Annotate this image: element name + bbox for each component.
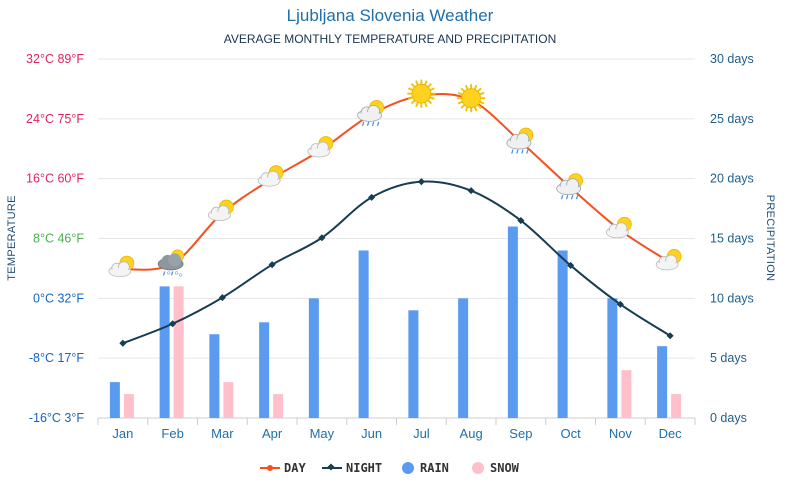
rain-bar — [209, 334, 220, 418]
y-tick-label-left: 24°C 75°F — [26, 112, 84, 126]
y-tick-label-left: 32°C 89°F — [26, 52, 84, 66]
gridlines — [98, 58, 695, 419]
x-tick-label: Dec — [659, 426, 683, 441]
rain-bar — [458, 298, 469, 418]
y-tick-label-left: 0°C 32°F — [33, 291, 84, 305]
rain-bar — [358, 250, 369, 418]
snow-bar — [223, 382, 234, 418]
night-point — [616, 300, 624, 308]
rain-snow-cloud-icon — [157, 249, 185, 277]
legend-item-snow[interactable]: SNOW — [472, 461, 520, 475]
snow-bar — [671, 394, 682, 418]
x-tick-label: May — [310, 426, 335, 441]
y-tick-label-right: 15 days — [710, 232, 754, 246]
sun-icon — [406, 78, 437, 109]
y-tick-label-left: -16°C 3°F — [29, 411, 85, 425]
snow-bar — [621, 370, 632, 418]
night-point — [318, 234, 326, 242]
legend-item-day[interactable]: DAY — [260, 461, 306, 475]
x-tick-label: Aug — [460, 426, 483, 441]
x-tick-label: Sep — [509, 426, 532, 441]
rain-bar — [657, 346, 668, 418]
night-point — [268, 261, 276, 269]
night-point — [567, 261, 575, 269]
snow-bar — [273, 394, 284, 418]
y-tick-label-right: 25 days — [710, 112, 754, 126]
legend-snow-marker — [472, 462, 484, 474]
sun-icon — [456, 83, 487, 114]
rain-bar — [109, 382, 120, 418]
chart-title: Ljubljana Slovenia Weather — [287, 6, 494, 25]
left-axis-ticks: 32°C 89°F 24°C 75°F 16°C 60°F 8°C 46°F 0°C 3… — [26, 52, 84, 425]
right-axis-ticks: 30 days 25 days 20 days 15 days 10 days 5 day… — [710, 52, 754, 425]
night-point — [119, 339, 127, 347]
rain-bar — [259, 322, 270, 418]
night-point — [368, 193, 376, 201]
night-point — [467, 187, 475, 195]
x-tick-label: Feb — [161, 426, 183, 441]
weather-icons — [108, 78, 682, 278]
legend-day-marker — [267, 465, 273, 471]
y-tick-label-right: 10 days — [710, 291, 754, 305]
chart-subtitle: AVERAGE MONTHLY TEMPERATURE AND PRECIPIT… — [224, 32, 557, 46]
partly-sunny-icon — [655, 248, 682, 271]
rain-bar — [557, 250, 568, 418]
y-tick-label-right: 20 days — [710, 172, 754, 186]
x-axis: Jan Feb Mar Apr May Jun Jul Aug Sep Oct Nov Dec — [97, 418, 696, 441]
legend-day-label: DAY — [284, 461, 306, 475]
x-tick-label: Apr — [262, 426, 283, 441]
night-point — [169, 320, 177, 328]
y-axis-right-title: PRECIPITATION — [764, 195, 776, 282]
day-temperature-line — [122, 92, 671, 271]
rain-bar — [607, 298, 618, 418]
night-point — [666, 332, 674, 340]
legend-rain-marker — [402, 462, 414, 474]
y-tick-label-left: -8°C 17°F — [29, 351, 85, 365]
rain-bar — [159, 286, 170, 418]
y-tick-label-left: 8°C 46°F — [33, 232, 84, 246]
partly-sunny-icon — [108, 255, 135, 278]
legend-item-rain[interactable]: RAIN — [402, 461, 449, 475]
legend-night-marker — [327, 463, 335, 471]
night-temperature-line — [122, 180, 671, 345]
legend-rain-label: RAIN — [420, 461, 449, 475]
y-tick-label-right: 5 days — [710, 351, 747, 365]
legend: DAY NIGHT RAIN SNOW — [260, 461, 520, 475]
y-tick-label-right: 30 days — [710, 52, 754, 66]
y-tick-label-right: 0 days — [710, 411, 747, 425]
x-tick-label: Jan — [112, 426, 133, 441]
rain-bar — [308, 298, 319, 418]
x-tick-label: Nov — [609, 426, 633, 441]
rain-bar — [408, 310, 419, 418]
legend-item-night[interactable]: NIGHT — [322, 461, 382, 475]
rain-bar — [507, 226, 518, 418]
partly-sunny-icon — [605, 216, 632, 239]
partly-sunny-icon — [307, 135, 334, 158]
x-tick-label: Jun — [361, 426, 382, 441]
night-point — [417, 178, 425, 186]
y-tick-label-left: 16°C 60°F — [26, 172, 84, 186]
night-point — [517, 217, 525, 225]
legend-snow-label: SNOW — [490, 461, 520, 475]
snow-bar — [123, 394, 134, 418]
partly-sunny-icon — [257, 165, 284, 187]
snow-bar — [173, 286, 184, 418]
temperature-lines — [119, 92, 674, 347]
legend-night-label: NIGHT — [346, 461, 382, 475]
partly-sunny-icon — [207, 199, 234, 222]
x-tick-label: Jul — [413, 426, 430, 441]
precipitation-bars — [109, 226, 682, 418]
night-point — [218, 294, 226, 302]
x-tick-label: Mar — [211, 426, 234, 441]
y-axis-left-title: TEMPERATURE — [6, 195, 18, 281]
x-tick-label: Oct — [561, 426, 582, 441]
